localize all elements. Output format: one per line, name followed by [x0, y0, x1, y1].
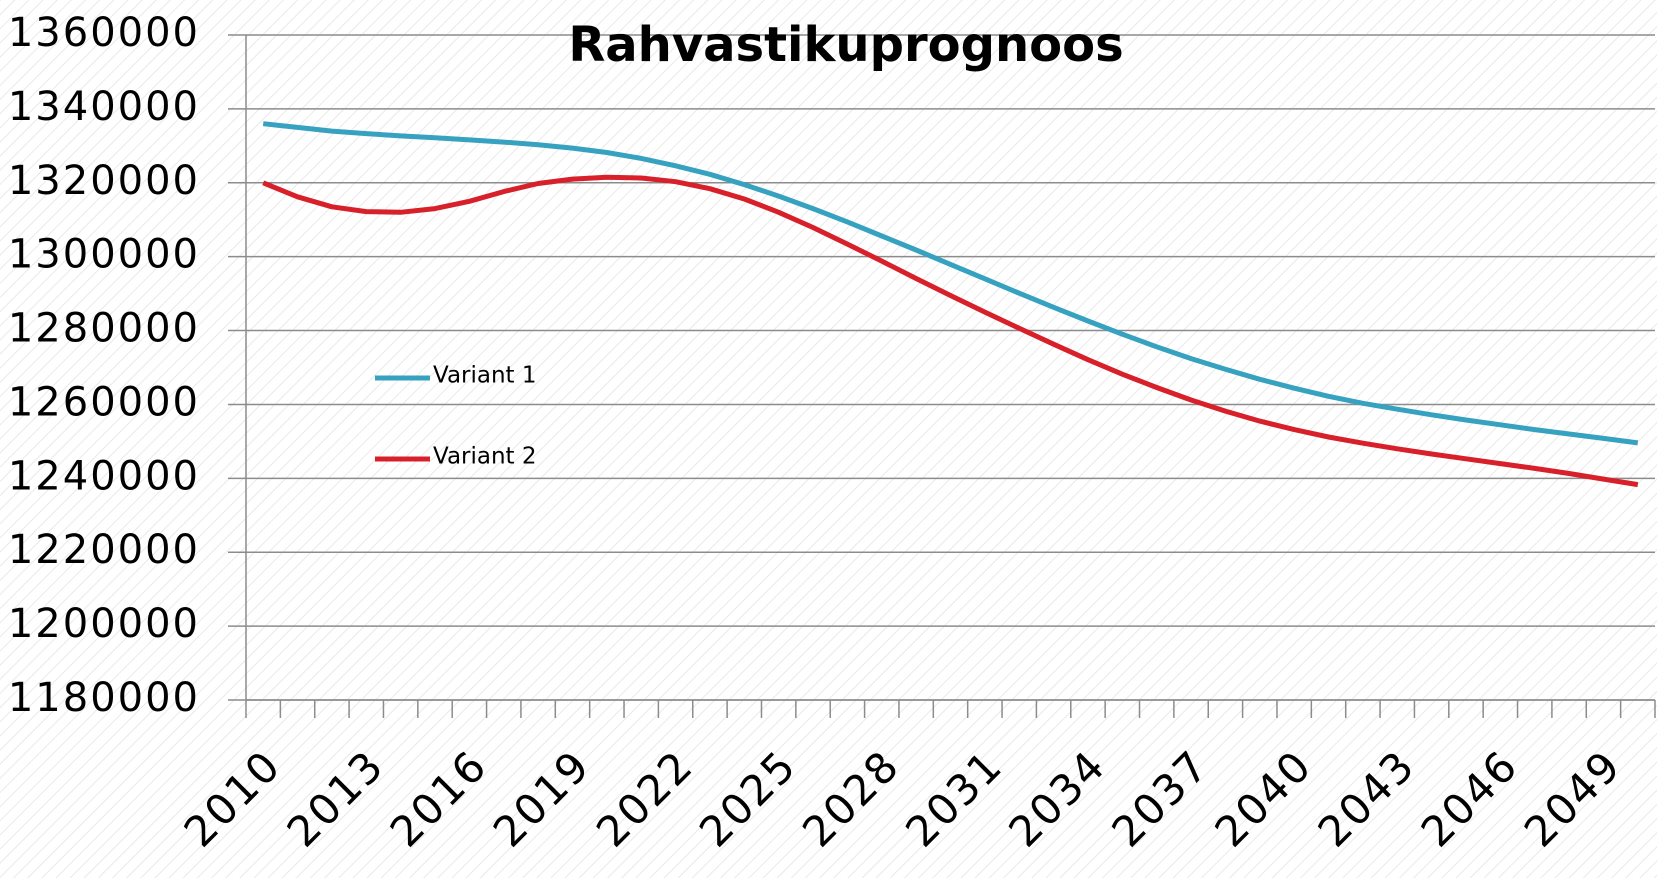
y-tick-label: 1320000	[8, 158, 200, 204]
y-tick-label: 1200000	[8, 601, 200, 647]
y-tick-label: 1280000	[8, 306, 200, 352]
y-tick-label: 1360000	[8, 10, 200, 56]
legend-label: Variant 1	[433, 363, 537, 389]
y-tick-label: 1300000	[8, 232, 200, 278]
y-tick-label: 1340000	[8, 84, 200, 130]
chart-title: Rahvastikuprognoos	[568, 17, 1123, 73]
y-tick-label: 1220000	[8, 527, 200, 573]
series-line	[262, 121, 1639, 446]
y-tick-label: 1180000	[8, 675, 200, 721]
series-line	[262, 174, 1639, 488]
legend-label: Variant 2	[433, 444, 537, 470]
y-tick-label: 1260000	[8, 379, 200, 425]
y-tick-label: 1240000	[8, 453, 200, 499]
